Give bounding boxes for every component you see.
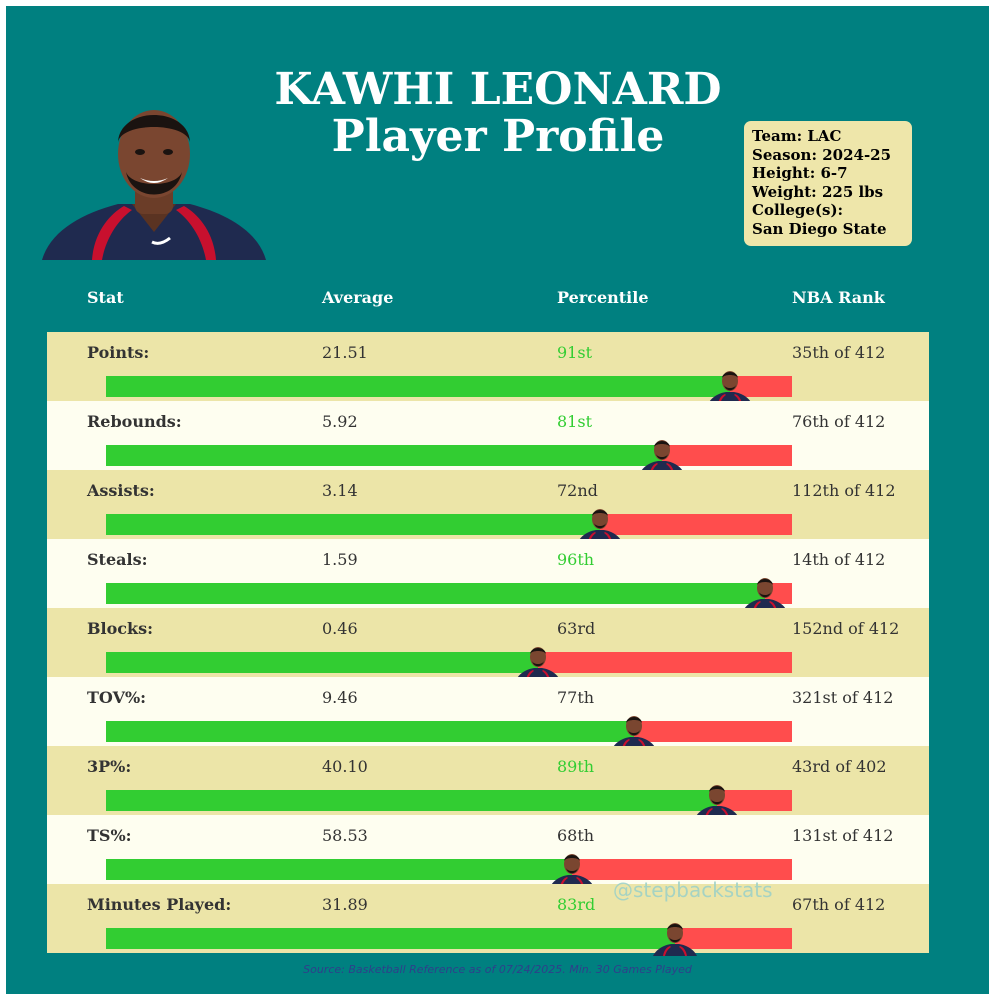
player-head-marker [706, 368, 754, 404]
percentile-bar-track [106, 652, 792, 673]
player-head-marker [651, 920, 699, 956]
page-title: KAWHI LEONARD Player Profile [250, 66, 746, 160]
stat-rank: 35th of 412 [792, 343, 886, 362]
stat-rank: 131st of 412 [792, 826, 894, 845]
column-header-stat: Stat [87, 288, 124, 307]
stat-rank: 321st of 412 [792, 688, 894, 707]
stat-label: TS%: [87, 826, 132, 845]
stat-average: 5.92 [322, 412, 358, 431]
percentile-bar [106, 583, 765, 604]
percentile-bar-track [106, 928, 792, 949]
stat-average: 0.46 [322, 619, 358, 638]
stat-average: 40.10 [322, 757, 368, 776]
player-photo [42, 110, 266, 260]
stat-average: 58.53 [322, 826, 368, 845]
player-head-marker [693, 782, 741, 818]
percentile-bar [106, 652, 539, 673]
stat-label: Rebounds: [87, 412, 182, 431]
table-row: Steals: 1.59 96th 14th of 412 [47, 539, 929, 611]
stat-percentile: 83rd [557, 895, 596, 914]
player-head-marker [638, 437, 686, 473]
table-row: TS%: 58.53 68th 131st of 412 [47, 815, 929, 887]
stat-rank: 76th of 412 [792, 412, 886, 431]
percentile-bar-track [106, 583, 792, 604]
stat-label: Blocks: [87, 619, 154, 638]
stat-rank: 67th of 412 [792, 895, 886, 914]
stat-rank: 43rd of 402 [792, 757, 887, 776]
stat-label: Points: [87, 343, 150, 362]
player-head-marker [548, 851, 596, 887]
stat-average: 9.46 [322, 688, 358, 707]
stat-percentile: 68th [557, 826, 595, 845]
percentile-bar-track [106, 376, 792, 397]
percentile-bar [106, 928, 676, 949]
stat-label: TOV%: [87, 688, 147, 707]
table-row: Assists: 3.14 72nd 112th of 412 [47, 470, 929, 542]
stat-average: 1.59 [322, 550, 358, 569]
stat-percentile: 96th [557, 550, 595, 569]
stat-percentile: 72nd [557, 481, 598, 500]
percentile-bar [106, 376, 731, 397]
percentile-bar [106, 445, 662, 466]
column-header-rank: NBA Rank [792, 288, 885, 307]
stat-label: 3P%: [87, 757, 132, 776]
table-row: TOV%: 9.46 77th 321st of 412 [47, 677, 929, 749]
stat-average: 31.89 [322, 895, 368, 914]
stat-percentile: 77th [557, 688, 595, 707]
column-header-percentile: Percentile [557, 288, 649, 307]
percentile-bar-track [106, 790, 792, 811]
percentile-bar [106, 514, 600, 535]
player-head-marker [610, 713, 658, 749]
stat-label: Assists: [87, 481, 155, 500]
table-row: 3P%: 40.10 89th 43rd of 402 [47, 746, 929, 818]
stat-rank: 152nd of 412 [792, 619, 900, 638]
player-head-marker [576, 506, 624, 542]
stats-table: Points: 21.51 91st 35th of 412 Rebounds: 5.92… [47, 332, 929, 956]
percentile-bar [106, 721, 635, 742]
table-row: Minutes Played: 31.89 83rd 67th of 412 [47, 884, 929, 956]
percentile-bar-track [106, 445, 792, 466]
stat-percentile: 81st [557, 412, 592, 431]
percentile-bar-track [106, 721, 792, 742]
player-info-box: Team: LAC Season: 2024-25 Height: 6-7 We… [744, 121, 912, 246]
stat-average: 3.14 [322, 481, 358, 500]
stat-percentile: 89th [557, 757, 595, 776]
info-college: San Diego State [752, 219, 887, 238]
info-college-label: College(s): [752, 201, 844, 220]
watermark: @stepbackstats [613, 878, 773, 902]
info-season: Season: 2024-25 [752, 145, 892, 164]
player-head-marker [741, 575, 789, 611]
stat-label: Steals: [87, 550, 148, 569]
table-row: Points: 21.51 91st 35th of 412 [47, 332, 929, 404]
stat-rank: 112th of 412 [792, 481, 896, 500]
percentile-bar [106, 859, 573, 880]
info-team: Team: LAC [752, 127, 842, 145]
info-weight: Weight: 225 lbs [752, 182, 884, 201]
title-subtitle: Player Profile [331, 111, 665, 162]
percentile-bar-track [106, 514, 792, 535]
percentile-bar [106, 790, 717, 811]
source-note: Source: Basketball Reference as of 07/24… [303, 963, 692, 976]
info-height: Height: 6-7 [752, 164, 848, 183]
stat-percentile: 63rd [557, 619, 596, 638]
stat-average: 21.51 [322, 343, 368, 362]
column-header-average: Average [322, 288, 394, 307]
table-row: Blocks: 0.46 63rd 152nd of 412 [47, 608, 929, 680]
table-row: Rebounds: 5.92 81st 76th of 412 [47, 401, 929, 473]
player-head-marker [514, 644, 562, 680]
stat-label: Minutes Played: [87, 895, 232, 914]
percentile-bar-track [106, 859, 792, 880]
player-name: KAWHI LEONARD [274, 64, 722, 115]
stat-percentile: 91st [557, 343, 592, 362]
stat-rank: 14th of 412 [792, 550, 886, 569]
